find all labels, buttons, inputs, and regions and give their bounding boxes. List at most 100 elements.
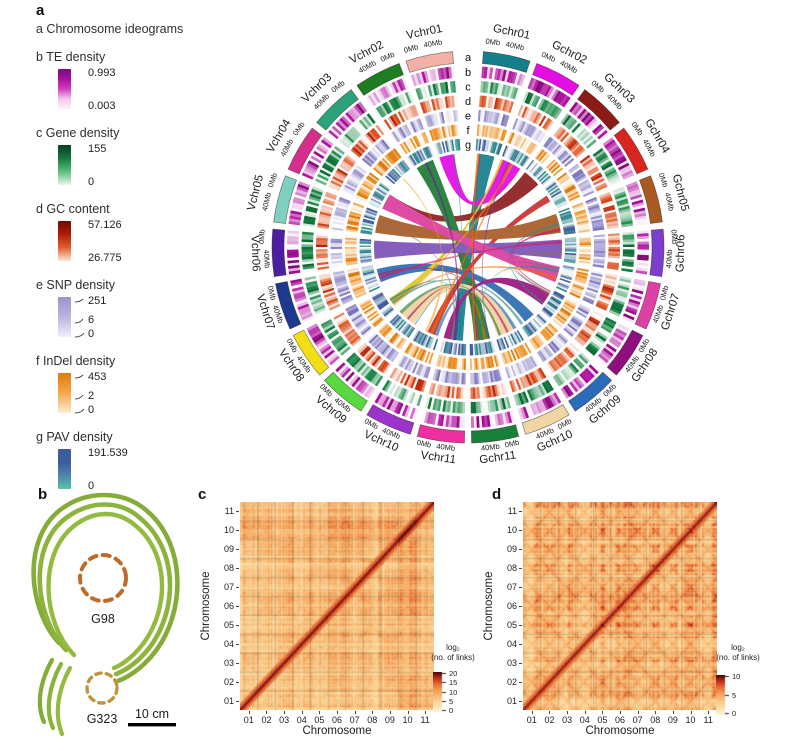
colorbar-tick-label: 0: [732, 709, 737, 718]
ring-d-Vchr06: [316, 232, 330, 270]
ring-e-Gchr03: [543, 136, 575, 168]
ring-c-Vchr05: [302, 186, 324, 228]
y-tick-label: 11: [507, 506, 517, 517]
ring-e-Gchr08: [563, 303, 591, 337]
ring-e-Gchr05: [585, 197, 605, 232]
legend-color-bar: [58, 69, 71, 109]
y-tick-label: 03: [506, 657, 517, 668]
ring-g-Vchr08: [371, 290, 395, 318]
ring-f-Gchr02: [507, 131, 538, 156]
legend-color-bar: [58, 449, 71, 489]
x-tick-label: 07: [632, 715, 643, 725]
ring-c-Gchr01: [480, 81, 521, 101]
tick-label-40mb: 40Mb: [260, 192, 273, 212]
y-tick-label: 02: [506, 676, 517, 687]
ring-e-Vchr08: [345, 303, 373, 337]
legend-value: 0: [88, 176, 95, 188]
ring-b-Gchr07: [621, 278, 646, 323]
ideogram-arc: [356, 63, 404, 96]
legend-color-bar: [58, 297, 71, 337]
ring-d-Gchr10: [509, 367, 547, 393]
legend-title: c Gene density: [36, 126, 120, 140]
ring-e-Gchr11: [470, 368, 504, 385]
ring-letter-d: d: [465, 96, 471, 108]
chromosome-name-Gchr06: Gchr06: [674, 234, 687, 272]
ring-b-Vchr08: [306, 323, 340, 366]
ideogram-arc: [649, 228, 665, 278]
ring-c-Vchr08: [319, 316, 351, 356]
tick-label-40mb: 40Mb: [663, 192, 676, 212]
legend-color-bar: [58, 373, 71, 413]
ring-f-Vchr09: [377, 322, 408, 350]
ring-f-Vchr11: [436, 354, 466, 370]
ring-g-Gchr06: [563, 237, 577, 264]
legend-item-c: c Gene density 155 0: [36, 126, 221, 191]
legend-value: 453: [88, 371, 107, 383]
ring-f-Vchr05: [346, 202, 365, 233]
ring-b-Gchr05: [625, 181, 648, 226]
tick-label-40mb: 40Mb: [436, 442, 456, 453]
tick-label-40mb: 40Mb: [505, 39, 525, 52]
legend-value: 0.993: [88, 67, 116, 79]
tick-label-0mb: 0Mb: [657, 172, 670, 189]
ring-e-Vchr11: [432, 368, 466, 385]
y-tick-label: 03: [223, 657, 234, 668]
chromosome-Vchr11: [416, 340, 467, 444]
scale-bar: [128, 723, 176, 727]
tick-label-0mb: 0Mb: [291, 120, 307, 137]
ring-f-Vchr01: [429, 124, 460, 142]
y-tick-label: 04: [506, 638, 517, 649]
chromosome-name-Gchr11: Gchr11: [479, 449, 517, 466]
synteny-link-minor: [434, 289, 517, 337]
ring-d-Gchr08: [574, 310, 604, 347]
ring-g-Gchr05: [558, 207, 576, 235]
legend-color-bar: [58, 221, 71, 261]
ring-b-Vchr09: [335, 362, 376, 399]
y-tick-label: 08: [506, 563, 517, 574]
legend-title: a Chromosome ideograms: [36, 22, 184, 36]
ring-b-Gchr06: [635, 230, 650, 275]
ring-d-Vchr02: [381, 104, 419, 132]
legend: a Chromosome ideograms b TE density 0.993 0…: [36, 22, 221, 506]
legend-title: f InDel density: [36, 354, 116, 368]
ring-g-Gchr07: [556, 265, 575, 293]
ring-g-Vchr10: [411, 330, 440, 351]
ring-d-Vchr08: [332, 310, 362, 347]
ideogram-arc: [613, 127, 649, 175]
ring-e-Vchr10: [396, 354, 431, 379]
ring-e-Gchr10: [504, 354, 539, 379]
chromosome-Gchr06: [563, 228, 665, 278]
ring-f-Gchr06: [578, 235, 592, 266]
bean-pods-long: [31, 492, 180, 684]
legend-value: 251: [88, 295, 107, 307]
ideogram-arc: [471, 424, 520, 444]
ring-e-Vchr04: [341, 163, 368, 197]
ring-b-Gchr04: [602, 137, 635, 180]
heatmap-canvas: [240, 502, 434, 710]
ideogram-arc: [568, 371, 613, 412]
legend-value: 155: [88, 143, 107, 155]
ideogram-arc: [606, 329, 644, 376]
ring-g-Gchr04: [545, 181, 568, 209]
ring-e-Gchr01: [477, 109, 512, 128]
chromosome-Gchr08: [541, 290, 644, 376]
x-tick-label: 04: [579, 715, 590, 725]
ring-d-Vchr07: [318, 273, 341, 311]
x-tick-label: 02: [261, 715, 272, 725]
ring-f-Vchr04: [355, 172, 380, 203]
x-tick-label: 02: [544, 715, 555, 725]
x-tick-label: 03: [562, 715, 573, 725]
ring-f-Vchr03: [373, 148, 402, 177]
ring-b-Gchr01: [481, 66, 526, 87]
y-tick-label: 10: [223, 525, 234, 536]
hic-heatmap-panel-d: Chromosome Chromosome log₂ (no. of links…: [479, 488, 789, 751]
chromosome-Vchr05: [273, 175, 378, 235]
legend-value: 0: [88, 404, 95, 416]
ring-g-Vchr04: [368, 181, 391, 209]
ideogram-arc: [273, 175, 298, 224]
legend-title: e SNP density: [36, 278, 115, 292]
y-tick-label: 01: [506, 695, 517, 706]
colorbar: [716, 675, 730, 715]
circos-plot: 0Mb 40MbGchr010Mb40MbGchr020Mb40MbGchr030…: [245, 23, 690, 467]
ring-letter-f: f: [466, 125, 470, 137]
